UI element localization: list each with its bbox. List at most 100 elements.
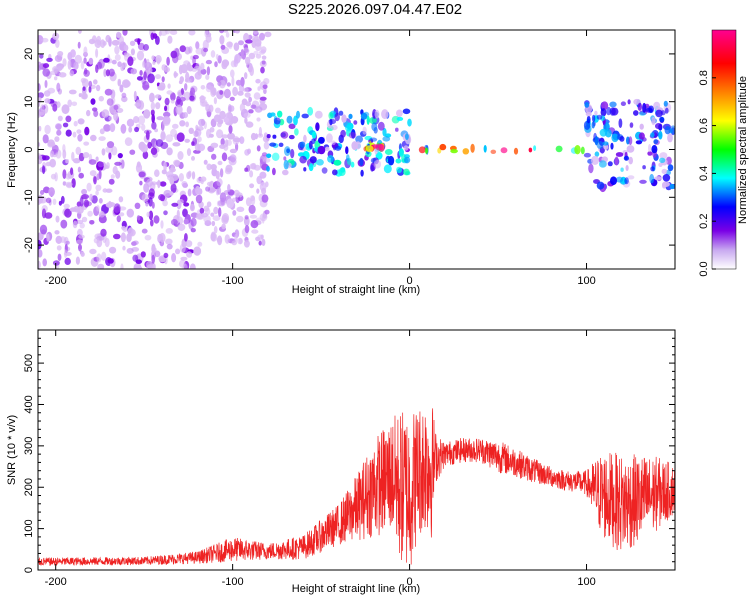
spectrogram-cell xyxy=(327,155,334,163)
spectrogram-cell xyxy=(80,92,87,100)
spectrogram-cell xyxy=(189,95,195,101)
spectrogram-cell xyxy=(54,76,58,81)
spectrogram-cell xyxy=(179,243,186,253)
spectrogram-cell xyxy=(374,109,380,119)
snr-frame xyxy=(37,329,676,571)
spectrogram-cell xyxy=(194,128,202,137)
spectrogram-cell xyxy=(605,129,612,138)
spectrogram-cell xyxy=(607,161,613,167)
spectrogram-cell xyxy=(136,76,143,81)
spectrogram-cell xyxy=(78,30,82,34)
spectrogram-cell xyxy=(151,254,155,264)
spectrogram-cell xyxy=(262,157,271,163)
spectrogram-cell xyxy=(103,57,110,63)
spectrogram-cell xyxy=(177,151,184,160)
colorbar-tick-label: 0.0 xyxy=(698,261,710,276)
spectrogram-cell xyxy=(148,210,154,221)
spectrogram-cell xyxy=(64,208,72,218)
spectrogram-cell xyxy=(611,107,619,116)
spectrogram-cell xyxy=(325,146,330,151)
spectrogram-cell xyxy=(366,115,370,125)
spectrogram-cell xyxy=(108,152,112,160)
spectrogram-cell xyxy=(49,150,55,158)
spectrogram-cell xyxy=(272,167,276,176)
spectrogram-cell xyxy=(244,92,251,98)
spectrogram-cell xyxy=(252,30,259,35)
spectrogram-cell xyxy=(78,93,82,98)
spectrogram-cell xyxy=(633,110,639,116)
spectrogram-cell xyxy=(74,54,83,64)
spectrogram-cell xyxy=(186,78,192,83)
spectrogram-cell xyxy=(647,151,653,156)
spectrogram-cell xyxy=(251,229,259,234)
spectrogram-cell xyxy=(330,124,338,131)
spectrogram-cell xyxy=(203,47,209,53)
spectrogram-cell xyxy=(42,68,50,77)
spectrogram-cell xyxy=(82,152,90,159)
spectrogram-cell xyxy=(161,64,167,71)
spectrogram-cell xyxy=(99,128,105,135)
spectrogram-cell xyxy=(76,206,84,214)
spectrogram-cell xyxy=(639,123,644,130)
spectrogram-cell xyxy=(83,46,88,56)
spectrogram-cell xyxy=(238,40,244,46)
spectrogram-cell xyxy=(234,30,240,34)
spectrogram-cell xyxy=(178,91,182,97)
spectrogram-cell xyxy=(602,141,609,146)
spectrogram-cell xyxy=(154,94,162,99)
spectrogram-cell xyxy=(145,201,149,207)
spectrogram-cell xyxy=(210,50,216,58)
spectrogram-cell xyxy=(197,241,203,247)
spectrogram-cell xyxy=(95,190,99,196)
spectrogram-cell xyxy=(282,169,289,176)
spectrogram-cell xyxy=(315,122,320,132)
spectrogram-cell xyxy=(165,238,173,245)
spectrogram-cell xyxy=(219,192,227,203)
spectrogram-cell xyxy=(603,144,609,150)
spectrogram-cell xyxy=(318,136,325,144)
spectrogram-cell xyxy=(150,32,155,41)
spectrogram-cell xyxy=(75,256,80,265)
spectrogram-cell xyxy=(244,149,250,156)
spectrogram-cell xyxy=(104,88,113,96)
spectrogram-cell xyxy=(659,157,666,163)
spectrogram-cell xyxy=(221,223,226,230)
spectrogram-cell xyxy=(588,163,594,174)
spectrogram-cell xyxy=(249,183,255,189)
spectrogram-cell xyxy=(179,120,186,127)
spectrogram-cell xyxy=(378,144,385,152)
spectrogram-cell xyxy=(214,61,218,68)
spectrogram-cell xyxy=(261,238,266,246)
spectrogram-cell xyxy=(255,236,261,242)
spectrogram-cell xyxy=(87,210,93,217)
spectrogram-cell xyxy=(38,194,44,204)
spectrogram-cell xyxy=(42,134,49,144)
spectrogram-cell xyxy=(90,134,97,142)
spectrogram-cell xyxy=(157,179,161,189)
spectrogram-cell xyxy=(164,105,168,112)
spectrogram-cell xyxy=(195,194,203,204)
spectrogram-cell xyxy=(190,87,196,96)
spectrogram-cell xyxy=(654,176,662,181)
spectrogram-cell xyxy=(197,68,202,76)
spectrogram-cell xyxy=(263,78,270,85)
spectrogram-cell xyxy=(204,30,209,38)
spectrogram-cell xyxy=(407,118,412,127)
spectrogram-cell xyxy=(137,115,146,125)
spectrogram-cell xyxy=(137,42,145,51)
spectrogram-cell xyxy=(38,35,44,45)
spectrogram-cell xyxy=(213,97,217,105)
spectrogram-cell xyxy=(596,114,603,120)
spectrogram-cell xyxy=(86,109,91,117)
spectrogram-cell xyxy=(253,92,261,100)
spectrogram-cell xyxy=(192,137,197,146)
spectrogram-cell xyxy=(600,108,607,117)
spectrogram-cell xyxy=(160,194,165,202)
spectrogram-cell xyxy=(171,202,179,207)
spectrogram-cell xyxy=(57,51,64,57)
spectrogram-cell xyxy=(113,111,119,121)
spectrogram-cell xyxy=(500,147,508,154)
spectrogram-cell xyxy=(311,138,316,145)
spectrogram-cell xyxy=(360,112,368,120)
